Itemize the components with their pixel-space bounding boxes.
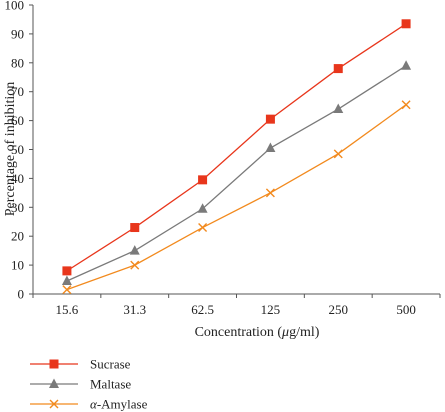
data-point-sucrase [130,223,140,233]
data-point-sucrase [62,266,72,276]
legend-label-alpha: α [90,397,98,412]
y-tick-label: 10 [11,258,24,273]
legend-label: Sucrase [90,357,131,372]
data-point-maltase [197,203,208,213]
legend-item-amylase: α-Amylase [30,397,148,412]
legend-marker [49,378,59,388]
data-point-amylase [130,260,140,270]
data-point-maltase [333,103,344,114]
y-tick-label: 100 [5,0,25,13]
legend: Sucrase Maltase α-Amylase [30,357,148,412]
x-tick-label: 62.5 [191,302,214,317]
marker-stroke [130,260,140,270]
y-tick-label: 0 [18,287,25,302]
legend-marker [49,359,59,369]
marker-stroke [401,100,411,110]
y-tick-label: 50 [11,142,24,157]
y-tick-label: 40 [11,171,24,186]
marker-stroke [49,399,59,409]
data-point-amylase [198,223,208,233]
marker-stroke [265,188,275,198]
x-axis-title-mu: μ [281,325,289,340]
legend-label: Maltase [90,377,131,392]
y-tick-label: 70 [11,84,24,99]
data-point-amylase [62,285,72,295]
x-axis-title-part-1: Concentration ( [195,325,283,340]
data-point-amylase [401,100,411,110]
marker-stroke [198,223,208,233]
data-point-maltase [265,142,276,153]
legend-label-rest: -Amylase [97,397,148,412]
x-tick-label: 250 [329,302,349,317]
series-line-maltase [66,65,407,282]
data-point-amylase [333,149,343,159]
y-axis-ticks: 0 10 20 30 40 50 60 70 80 90 100 [5,0,33,302]
data-point-maltase [129,245,140,255]
y-axis-title: Percentage of inhibition [3,82,18,217]
series-amylase [62,100,411,295]
data-point-amylase [265,188,275,198]
y-tick-label: 30 [11,200,24,215]
y-tick-label: 20 [11,229,24,244]
series-layer [61,19,412,295]
legend-item-maltase: Maltase [30,377,131,392]
series-line-amylase [66,104,407,291]
y-tick-label: 80 [11,55,24,70]
data-point-maltase [401,60,412,70]
x-axis-ticks: 15.6 31.3 62.5 125 250 500 [32,294,441,317]
series-sucrase [62,19,411,276]
data-point-sucrase [333,64,343,74]
marker-stroke [62,285,72,295]
legend-marker [49,399,59,409]
series-line-sucrase [66,23,407,272]
data-point-sucrase [265,114,275,124]
x-axis-title: Concentration (μg/ml) [195,325,320,340]
x-tick-label: 500 [396,302,416,317]
x-tick-label: 15.6 [56,302,79,317]
y-tick-label: 60 [11,113,24,128]
series-maltase [61,60,412,285]
x-tick-label: 125 [261,302,281,317]
x-axis-title-part-2: g/ml) [289,325,320,340]
data-point-sucrase [401,19,411,29]
legend-label: α-Amylase [90,397,148,412]
data-point-maltase [61,275,72,285]
data-point-sucrase [198,175,208,185]
y-tick-label: 90 [11,26,24,41]
x-tick-label: 31.3 [123,302,146,317]
marker-stroke [333,149,343,159]
legend-item-sucrase: Sucrase [30,357,131,372]
